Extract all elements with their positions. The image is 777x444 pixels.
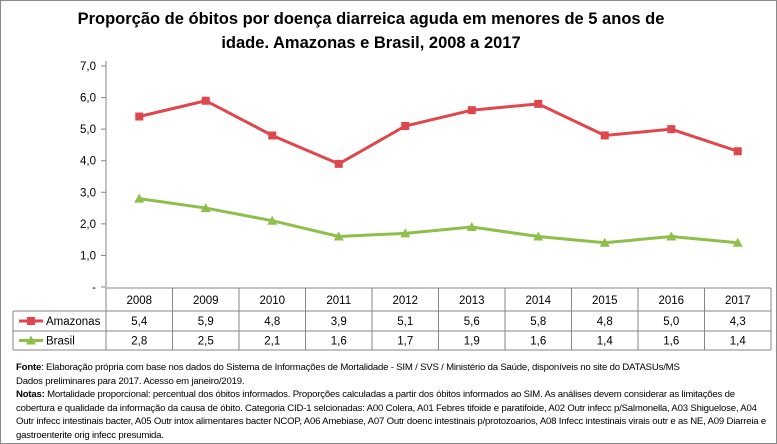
data-label: 4,8 xyxy=(264,316,280,328)
data-point-amazonas xyxy=(401,121,410,130)
y-tick-label: 1,0 xyxy=(80,250,96,262)
y-tick-label: 6,0 xyxy=(80,93,96,105)
x-category-label: 2013 xyxy=(459,295,485,307)
data-label: 4,8 xyxy=(597,316,613,328)
data-label: 1,7 xyxy=(397,336,413,348)
data-label: 1,9 xyxy=(464,336,480,348)
data-label: 2,1 xyxy=(264,336,280,348)
x-category-label: 2011 xyxy=(326,295,351,307)
data-label: 2,8 xyxy=(131,336,147,348)
x-category-label: 2016 xyxy=(658,295,684,307)
x-category-label: 2017 xyxy=(725,295,751,307)
data-point-amazonas xyxy=(534,99,543,108)
legend-label: Brasil xyxy=(46,336,75,348)
chart-notes: Fonte: Elaboração própria com base nos d… xyxy=(16,361,776,443)
legend-key-marker xyxy=(27,317,35,325)
data-label: 1,4 xyxy=(730,336,747,348)
data-point-amazonas xyxy=(600,131,609,140)
data-point-amazonas xyxy=(467,106,476,115)
data-point-amazonas xyxy=(268,131,277,140)
y-tick-label: 7,0 xyxy=(80,61,96,73)
fonte-text-2: Dados preliminares para 2017. Acesso em … xyxy=(16,375,245,387)
y-tick-label: 3,0 xyxy=(80,187,96,199)
line-chart: - 1,0 2,0 3,0 4,0 5,0 6,0 7,0 2008 2009 2010 2011 20… xyxy=(12,61,772,351)
data-label: 5,0 xyxy=(663,316,679,328)
data-point-brasil xyxy=(599,237,610,247)
data-point-brasil xyxy=(267,215,278,225)
data-label: 1,6 xyxy=(331,336,347,348)
fonte-label: Fonte xyxy=(16,362,42,373)
fonte-text: : Elaboração própria com base nos dados … xyxy=(41,362,680,373)
y-tick-label: - xyxy=(92,282,96,294)
data-point-amazonas xyxy=(135,112,144,121)
data-label: 1,6 xyxy=(530,336,546,348)
data-label: 4,3 xyxy=(730,316,746,328)
data-point-amazonas xyxy=(733,147,742,156)
notas-label: Notas: xyxy=(16,389,45,401)
data-point-brasil xyxy=(134,193,145,203)
data-label: 1,4 xyxy=(597,336,614,348)
x-category-label: 2015 xyxy=(592,295,618,307)
data-point-brasil xyxy=(533,231,544,241)
data-label: 1,6 xyxy=(663,336,679,348)
data-label: 5,9 xyxy=(198,316,214,328)
data-label: 3,9 xyxy=(331,316,347,328)
x-category-label: 2012 xyxy=(392,295,418,307)
x-category-label: 2014 xyxy=(525,295,551,307)
data-point-brasil xyxy=(732,237,743,247)
data-point-brasil xyxy=(466,222,477,232)
y-tick-label: 4,0 xyxy=(80,156,96,168)
data-label: 5,1 xyxy=(397,316,413,328)
series-line-amazonas xyxy=(138,99,739,166)
data-label: 5,4 xyxy=(131,316,148,328)
legend-label: Amazonas xyxy=(46,316,101,328)
notas-text: Mortalidade proporcional: percentual dos… xyxy=(16,389,767,441)
data-point-brasil xyxy=(400,228,411,238)
legend-key-marker xyxy=(26,335,36,345)
data-point-amazonas xyxy=(334,159,343,168)
data-point-brasil xyxy=(200,203,211,213)
y-tick-label: 2,0 xyxy=(80,219,96,231)
y-tick-label: 5,0 xyxy=(80,124,96,136)
x-category-label: 2008 xyxy=(126,295,152,307)
data-label: 5,8 xyxy=(530,316,546,328)
data-point-amazonas xyxy=(667,125,676,134)
data-point-brasil xyxy=(666,231,677,241)
data-label: 5,6 xyxy=(464,316,480,328)
data-label: 2,5 xyxy=(198,336,214,348)
x-category-label: 2009 xyxy=(193,295,219,307)
x-category-label: 2010 xyxy=(259,295,285,307)
data-point-brasil xyxy=(333,231,344,241)
series-line-brasil xyxy=(139,197,738,245)
data-point-amazonas xyxy=(201,96,210,105)
chart-title: Proporção de óbitos por doença diarreica… xyxy=(77,10,665,52)
